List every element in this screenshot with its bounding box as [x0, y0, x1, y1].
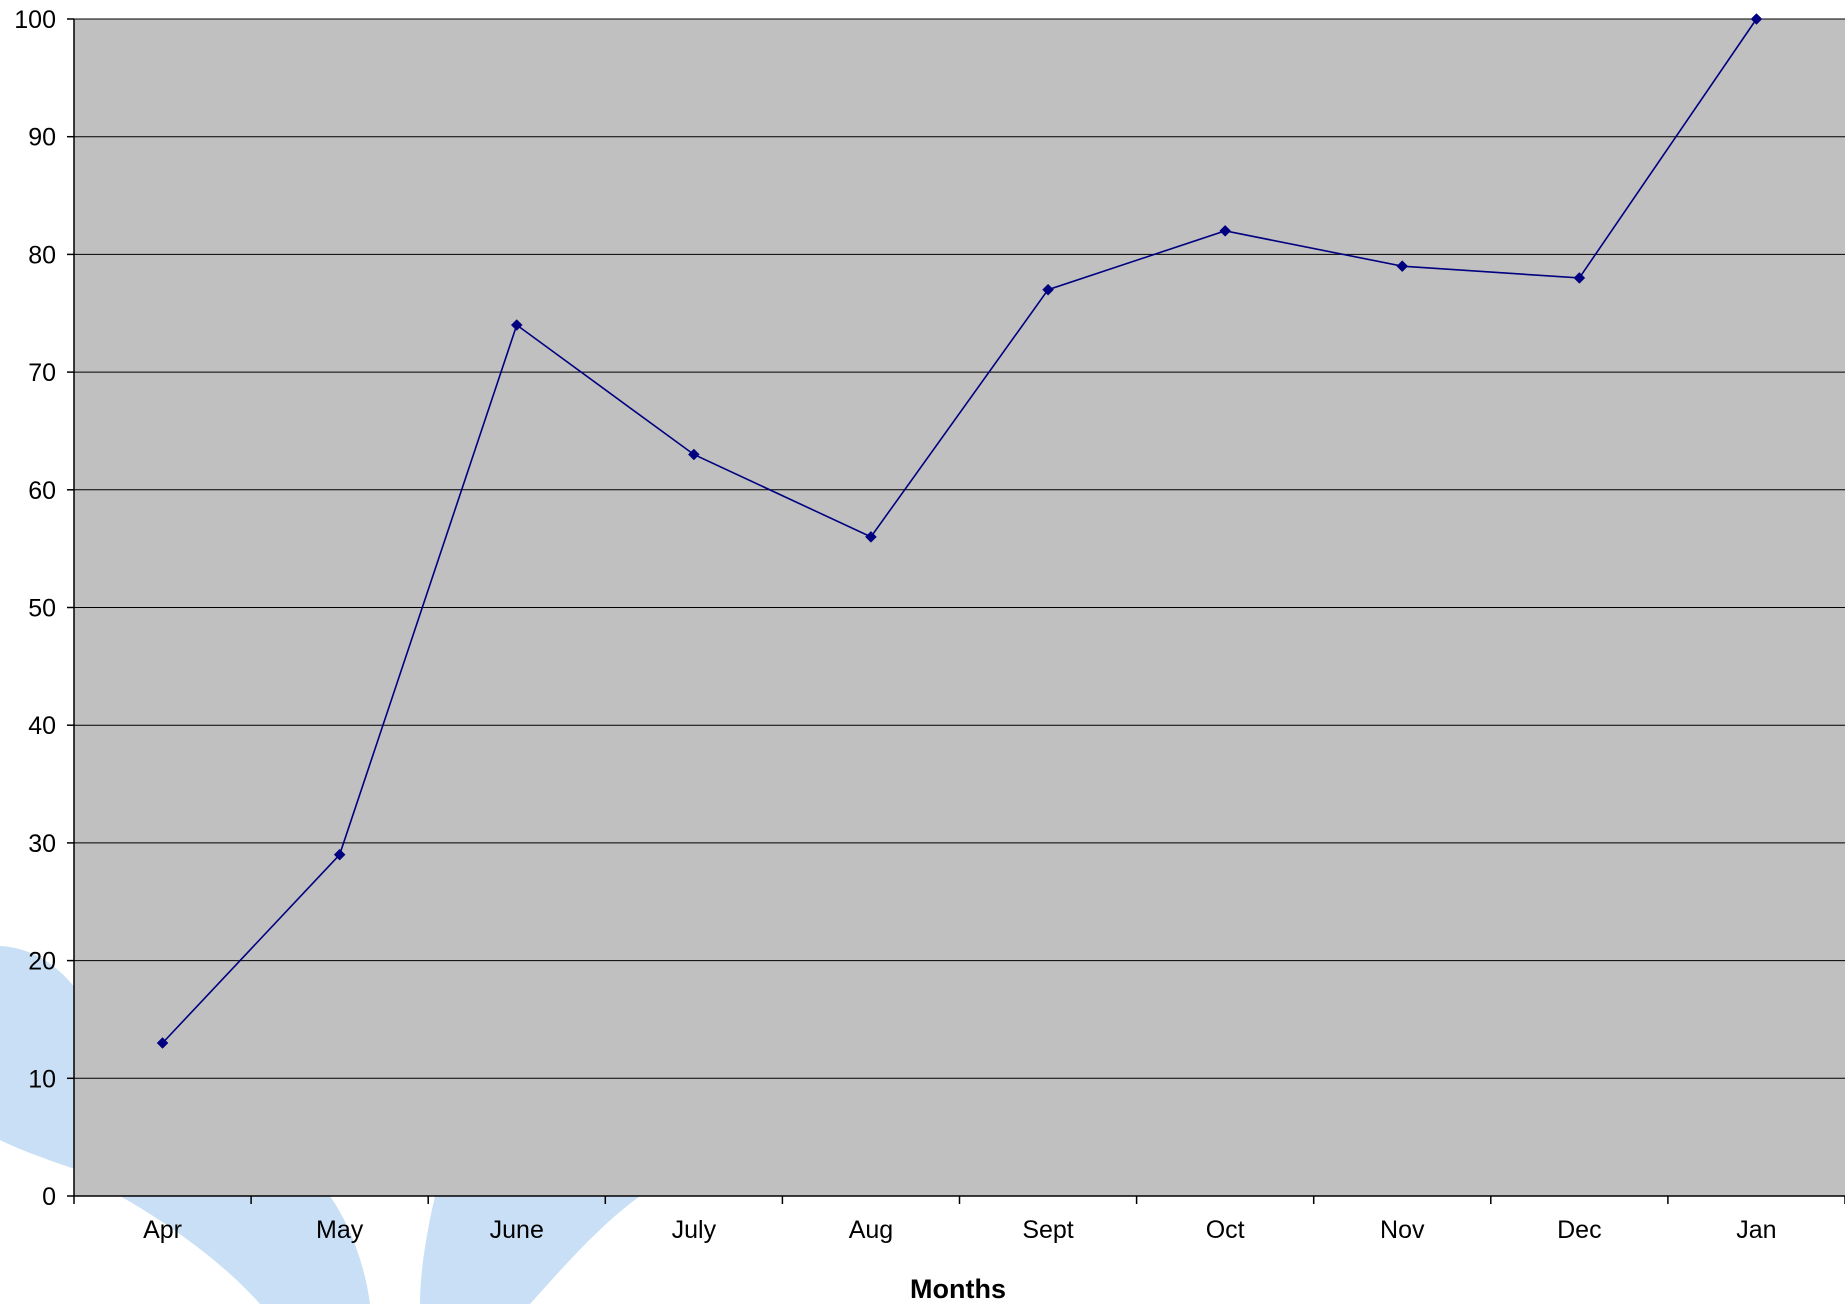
x-tick-label: May	[316, 1216, 364, 1244]
data-point	[1573, 272, 1586, 284]
data-point	[333, 848, 346, 861]
decoration-shape	[0, 946, 95, 1175]
decoration-shape	[120, 1196, 370, 1304]
x-tick-label: Nov	[1380, 1216, 1425, 1244]
data-point	[1750, 13, 1763, 25]
decoration-shape	[420, 1196, 640, 1304]
x-tick-label: Aug	[849, 1216, 893, 1244]
x-tick-label: Sept	[1022, 1216, 1073, 1244]
background-decoration	[0, 946, 640, 1304]
data-point	[687, 448, 700, 461]
x-tick-label: Jan	[1736, 1216, 1776, 1244]
y-tick-label: 0	[42, 1183, 56, 1211]
x-tick-label: June	[490, 1216, 544, 1244]
y-tick-label: 30	[28, 830, 56, 858]
y-tick-label: 40	[28, 712, 56, 740]
axes	[67, 18, 1845, 1204]
y-tick-label: 20	[28, 948, 56, 976]
y-tick-label: 50	[28, 595, 56, 623]
x-tick-label: July	[672, 1216, 717, 1244]
gridlines	[74, 18, 1845, 1079]
data-point	[1219, 225, 1232, 237]
x-axis-tick-labels: Apr May June July Aug Sept Oct Nov Dec Jan	[143, 1216, 1777, 1244]
data-point	[865, 531, 877, 543]
y-tick-label: 80	[28, 241, 56, 269]
x-axis-title: Months	[910, 1274, 1006, 1304]
series	[156, 13, 1763, 1049]
y-axis-tick-labels: 0 10 20 30 40 50 60 70 80 90 100	[14, 6, 56, 1211]
series-line	[161, 18, 1758, 1044]
x-tick-label: Dec	[1557, 1216, 1601, 1244]
data-point	[1396, 260, 1409, 273]
x-tick-label: Oct	[1206, 1216, 1245, 1244]
y-tick-label: 90	[28, 124, 56, 152]
y-tick-label: 70	[28, 359, 56, 387]
y-tick-label: 60	[28, 477, 56, 505]
y-tick-label: 100	[14, 6, 56, 34]
data-point	[510, 319, 523, 331]
x-tick-label: Apr	[143, 1216, 182, 1244]
data-point	[156, 1037, 169, 1049]
data-point	[1042, 283, 1054, 296]
y-tick-label: 10	[28, 1065, 56, 1093]
